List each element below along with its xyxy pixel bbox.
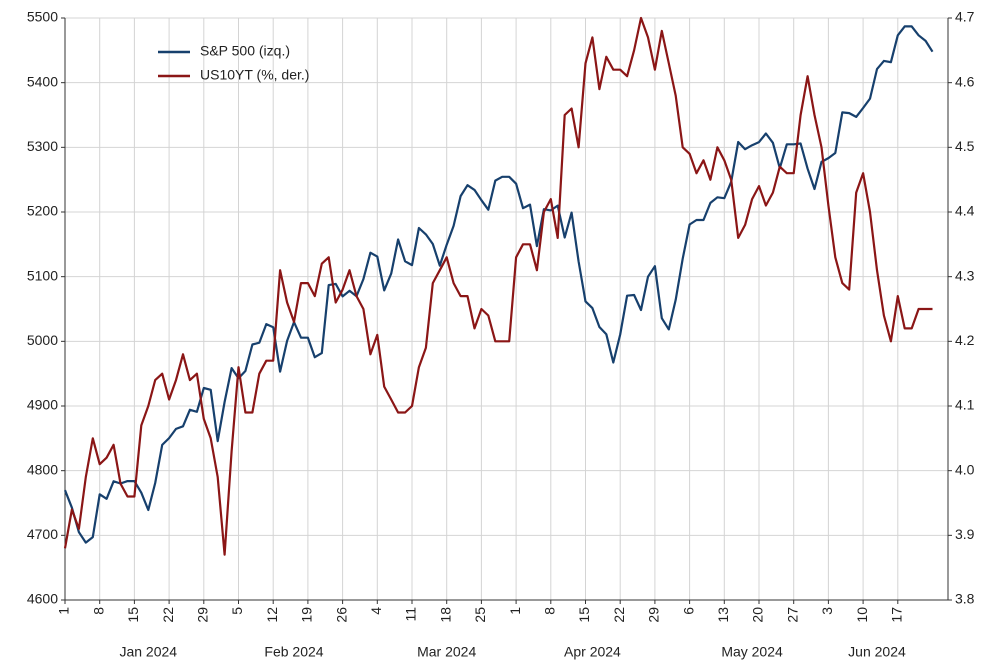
x-tick-label: 15 bbox=[125, 607, 141, 623]
month-label: Jun 2024 bbox=[848, 644, 906, 660]
x-tick-label: 25 bbox=[472, 607, 488, 623]
y-tick-label: 5400 bbox=[27, 73, 58, 89]
y2-tick-label: 4.4 bbox=[955, 203, 975, 219]
x-tick-label: 8 bbox=[90, 607, 106, 615]
series-line bbox=[63, 16, 933, 556]
y-tick-label: 4900 bbox=[27, 397, 58, 413]
x-tick-label: 18 bbox=[437, 607, 453, 623]
y-tick-label: 5200 bbox=[27, 203, 58, 219]
x-tick-label: 26 bbox=[333, 607, 349, 623]
month-label: Apr 2024 bbox=[564, 644, 621, 660]
x-tick-label: 10 bbox=[854, 607, 870, 623]
y-tick-label: 4600 bbox=[27, 591, 58, 607]
x-tick-label: 27 bbox=[784, 607, 800, 623]
y2-tick-label: 3.9 bbox=[955, 526, 975, 542]
month-label: May 2024 bbox=[721, 644, 783, 660]
y2-tick-label: 3.8 bbox=[955, 591, 975, 607]
y2-tick-label: 4.0 bbox=[955, 461, 975, 477]
x-tick-label: 22 bbox=[611, 607, 627, 623]
y-tick-label: 4700 bbox=[27, 526, 58, 542]
x-tick-label: 17 bbox=[889, 607, 905, 623]
x-tick-label: 12 bbox=[264, 607, 280, 623]
x-tick-label: 8 bbox=[542, 607, 558, 615]
month-label: Feb 2024 bbox=[264, 644, 323, 660]
y2-tick-label: 4.7 bbox=[955, 9, 975, 25]
x-tick-label: 1 bbox=[507, 607, 523, 615]
x-tick-label: 6 bbox=[680, 607, 696, 615]
x-tick-label: 11 bbox=[403, 607, 419, 622]
series-line bbox=[63, 25, 934, 544]
x-tick-label: 15 bbox=[576, 607, 592, 623]
x-tick-label: 4 bbox=[368, 607, 384, 615]
x-tick-label: 20 bbox=[750, 607, 766, 623]
y-tick-label: 5100 bbox=[27, 267, 58, 283]
y2-tick-label: 4.1 bbox=[955, 397, 975, 413]
x-tick-label: 1 bbox=[56, 607, 72, 615]
x-tick-label: 29 bbox=[195, 607, 211, 623]
y-tick-label: 5500 bbox=[27, 9, 58, 25]
y2-tick-label: 4.2 bbox=[955, 332, 975, 348]
month-label: Mar 2024 bbox=[417, 644, 476, 660]
x-tick-label: 29 bbox=[646, 607, 662, 623]
x-tick-label: 5 bbox=[229, 607, 245, 615]
y2-tick-label: 4.3 bbox=[955, 267, 975, 283]
month-label: Jan 2024 bbox=[119, 644, 177, 660]
y-tick-label: 5000 bbox=[27, 332, 58, 348]
x-tick-label: 22 bbox=[160, 607, 176, 623]
y-tick-label: 4800 bbox=[27, 461, 58, 477]
x-tick-label: 13 bbox=[715, 607, 731, 623]
legend-label: S&P 500 (izq.) bbox=[200, 43, 290, 59]
y2-tick-label: 4.6 bbox=[955, 73, 975, 89]
x-tick-label: 3 bbox=[819, 607, 835, 615]
y-tick-label: 5300 bbox=[27, 138, 58, 154]
y2-tick-label: 4.5 bbox=[955, 138, 975, 154]
legend-label: US10YT (%, der.) bbox=[200, 67, 309, 83]
x-tick-label: 19 bbox=[299, 607, 315, 623]
